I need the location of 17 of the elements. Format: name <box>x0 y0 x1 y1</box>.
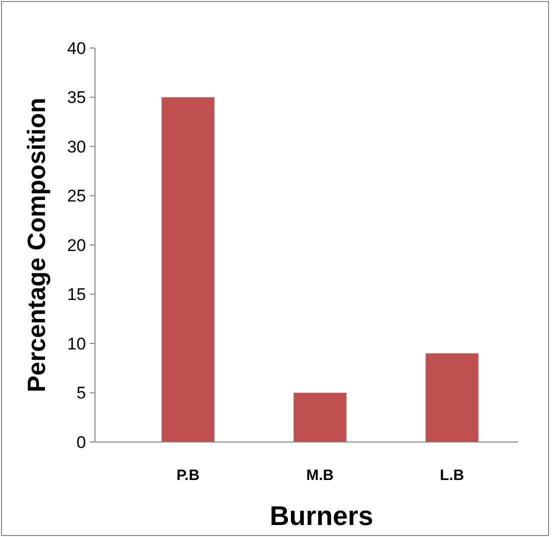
x-tick-label: M.B <box>306 467 334 484</box>
x-tick-label: P.B <box>176 467 200 484</box>
bar <box>426 353 478 442</box>
bar <box>162 97 214 442</box>
y-tick-label: 0 <box>76 432 86 452</box>
y-tick-label: 35 <box>67 88 86 108</box>
y-tick-label: 15 <box>67 285 86 304</box>
y-tick-label: 5 <box>76 384 86 403</box>
y-tick-label: 10 <box>67 334 86 354</box>
y-tick-label: 20 <box>67 236 86 255</box>
y-tick-label: 40 <box>67 38 86 58</box>
x-axis-title: Burners <box>270 501 374 531</box>
y-tick-label: 30 <box>67 137 86 156</box>
y-tick-label: 25 <box>67 186 86 206</box>
y-axis-title: Percentage Composition <box>23 98 51 392</box>
x-tick-label: L.B <box>440 467 464 484</box>
bar <box>294 392 346 442</box>
